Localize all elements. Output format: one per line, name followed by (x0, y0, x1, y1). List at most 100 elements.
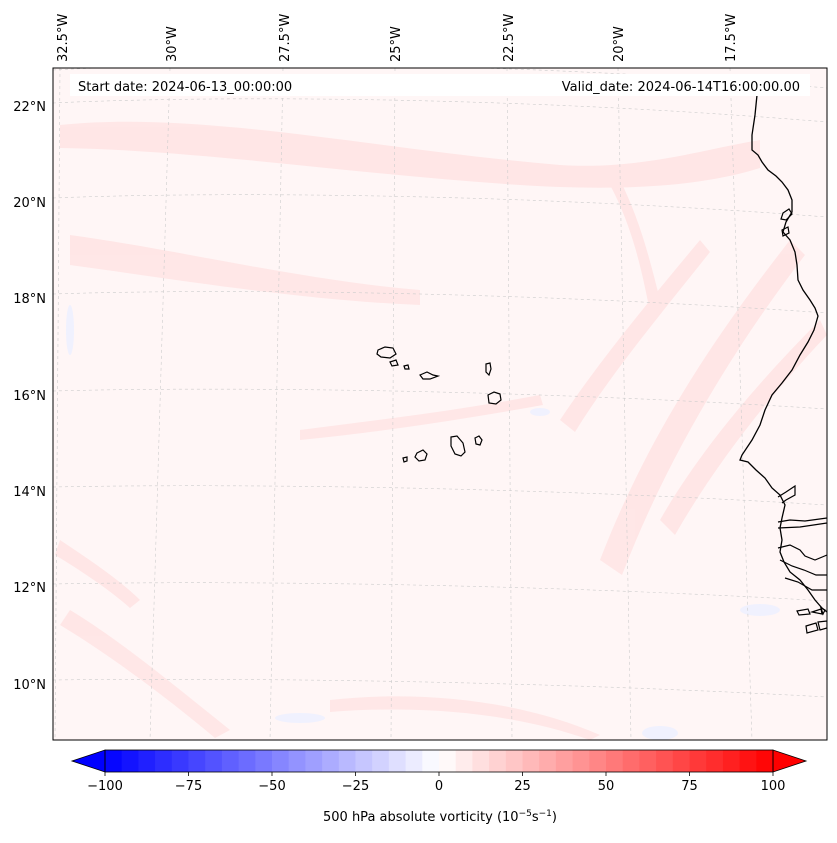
island-sao-nicolau (419, 371, 441, 380)
colorbar-cell (672, 750, 690, 772)
lon-label-25w: 25°W (389, 26, 404, 62)
colorbar-cell (589, 750, 607, 772)
colorbar-cell (472, 750, 490, 772)
island-fogo (414, 449, 428, 462)
longitude-labels: 32.5°W 30°W 27.5°W 25°W 22.5°W 20°W 17.5… (56, 14, 739, 62)
island-sal (485, 362, 492, 377)
colorbar-cell (722, 750, 740, 772)
colorbar-cell (255, 750, 273, 772)
lat-label-16n: 16°N (13, 389, 46, 404)
colorbar-tick-label: 75 (681, 779, 698, 794)
colorbar-tick-label: −50 (258, 779, 285, 794)
casamance-coast (777, 517, 827, 529)
lat-label-20n: 20°N (13, 196, 46, 211)
latitude-labels: 22°N 20°N 18°N 16°N 14°N 12°N 10°N (13, 100, 46, 693)
date-banner (70, 74, 810, 96)
island-brava (402, 456, 408, 463)
colorbar-cell (288, 750, 306, 772)
colorbar-cell (639, 750, 657, 772)
island-santo-antao (376, 346, 397, 359)
lon-label-17-5w: 17.5°W (724, 14, 739, 62)
colorbar-cell (422, 750, 440, 772)
colorbar-cell (155, 750, 173, 772)
island-santa-luzia (403, 364, 410, 370)
lon-label-20w: 20°W (612, 26, 627, 62)
colorbar-tick-label: −100 (87, 779, 123, 794)
negative-vorticity-patches (66, 305, 780, 740)
lat-label-22n: 22°N (13, 100, 46, 115)
colorbar-label: 500 hPa absolute vorticity (10−5s−1) (323, 809, 557, 825)
colorbar-cell (305, 750, 323, 772)
lat-label-12n: 12°N (13, 581, 46, 596)
colorbar-label-exp1: −5 (519, 809, 532, 819)
valid-date-label: Valid_date: 2024-06-14T16:00:00.00 (562, 80, 800, 95)
island-boa-vista (487, 391, 502, 405)
start-date-label: Start date: 2024-06-13_00:00:00 (78, 80, 292, 95)
colorbar-cell (439, 750, 457, 772)
colorbar-cell (405, 750, 423, 772)
lat-label-10n: 10°N (13, 678, 46, 693)
colorbar-cell (388, 750, 406, 772)
colorbar-cell (221, 750, 239, 772)
colorbar-cell (322, 750, 340, 772)
west-africa-coastline (739, 79, 827, 613)
positive-vorticity-patches (55, 121, 827, 740)
colorbar-cell (272, 750, 290, 772)
colorbar: −100 −75 −50 −25 0 25 50 75 100 500 hPa absolute… (70, 749, 808, 825)
colorbar-cell (706, 750, 724, 772)
colorbar-right-extend (772, 749, 808, 773)
colorbar-cell (455, 750, 473, 772)
coast-island-north-1 (780, 208, 793, 221)
colorbar-cell (171, 750, 189, 772)
lon-label-32-5w: 32.5°W (56, 14, 71, 62)
guinea-bissau-coast (777, 544, 827, 591)
colorbar-ticks: −100 −75 −50 −25 0 25 50 75 100 (87, 772, 785, 794)
bijagos-islands (796, 606, 827, 634)
lat-label-18n: 18°N (13, 292, 46, 307)
colorbar-label-exp2: −1 (539, 809, 552, 819)
lon-label-30w: 30°W (165, 26, 180, 62)
colorbar-cell (372, 750, 390, 772)
colorbar-cell (238, 750, 256, 772)
colorbar-cell (606, 750, 624, 772)
island-maio (474, 435, 483, 446)
colorbar-tick-label: −75 (175, 779, 202, 794)
colorbar-left-extend (70, 749, 106, 773)
colorbar-cells (105, 750, 774, 772)
coast-island-north-2 (781, 226, 790, 237)
colorbar-cell (105, 750, 123, 772)
colorbar-cell (338, 750, 356, 772)
lon-label-22-5w: 22.5°W (502, 14, 517, 62)
island-sao-vicente (389, 359, 399, 367)
lat-label-14n: 14°N (13, 485, 46, 500)
colorbar-tick-label: 100 (761, 779, 786, 794)
gambia-estuary (777, 484, 796, 504)
colorbar-cell (622, 750, 640, 772)
colorbar-tick-label: 0 (435, 779, 443, 794)
map-panel (53, 68, 827, 740)
colorbar-tick-label: 25 (514, 779, 531, 794)
colorbar-tick-label: −25 (342, 779, 369, 794)
colorbar-cell (689, 750, 707, 772)
lon-label-27-5w: 27.5°W (278, 14, 293, 62)
colorbar-cell (121, 750, 139, 772)
cape-verde-islands (376, 346, 502, 463)
map-frame (52, 67, 828, 741)
colorbar-cell (355, 750, 373, 772)
colorbar-cell (739, 750, 757, 772)
colorbar-cell (205, 750, 223, 772)
gridlines (53, 68, 827, 740)
colorbar-cell (656, 750, 674, 772)
colorbar-cell (522, 750, 540, 772)
colorbar-cell (505, 750, 523, 772)
island-santiago (450, 435, 466, 457)
colorbar-cell (539, 750, 557, 772)
colorbar-tick-label: 50 (598, 779, 615, 794)
colorbar-cell (138, 750, 156, 772)
colorbar-cell (188, 750, 206, 772)
colorbar-cell (555, 750, 573, 772)
colorbar-cell (756, 750, 774, 772)
colorbar-cell (489, 750, 507, 772)
colorbar-cell (572, 750, 590, 772)
